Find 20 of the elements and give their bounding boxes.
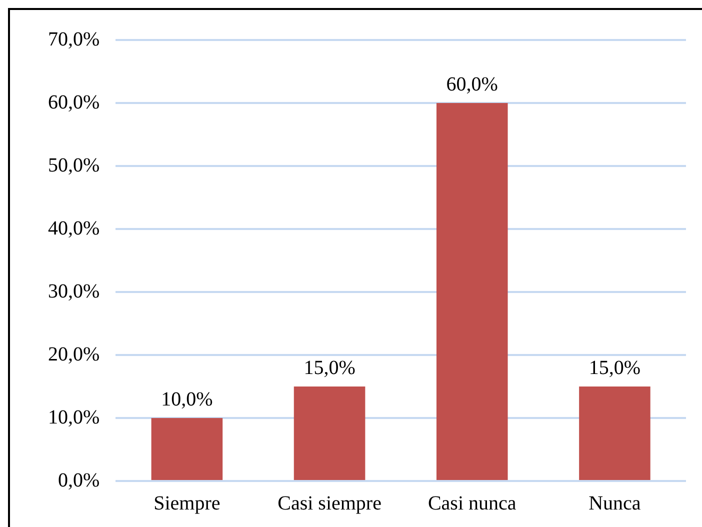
y-tick-label: 40,0% bbox=[48, 217, 100, 240]
x-tick-label: Casi siempre bbox=[278, 492, 382, 514]
y-tick-label: 30,0% bbox=[48, 280, 100, 302]
y-tick-label: 10,0% bbox=[48, 406, 100, 428]
x-tick-label: Siempre bbox=[154, 492, 220, 514]
x-tick-label: Nunca bbox=[588, 492, 641, 514]
y-tick-label: 60,0% bbox=[48, 91, 100, 114]
data-label: 15,0% bbox=[588, 356, 641, 379]
bar bbox=[579, 386, 650, 480]
data-label: 10,0% bbox=[161, 388, 213, 410]
y-tick-label: 0,0% bbox=[58, 469, 100, 492]
data-label: 60,0% bbox=[446, 73, 498, 96]
y-tick-label: 70,0% bbox=[48, 28, 100, 50]
x-tick-label: Casi nunca bbox=[428, 492, 516, 514]
data-label: 15,0% bbox=[304, 356, 356, 379]
y-tick-label: 20,0% bbox=[48, 343, 100, 366]
y-tick-label: 50,0% bbox=[48, 154, 100, 176]
bar bbox=[294, 386, 366, 480]
bar bbox=[151, 418, 223, 480]
bar bbox=[436, 103, 508, 480]
